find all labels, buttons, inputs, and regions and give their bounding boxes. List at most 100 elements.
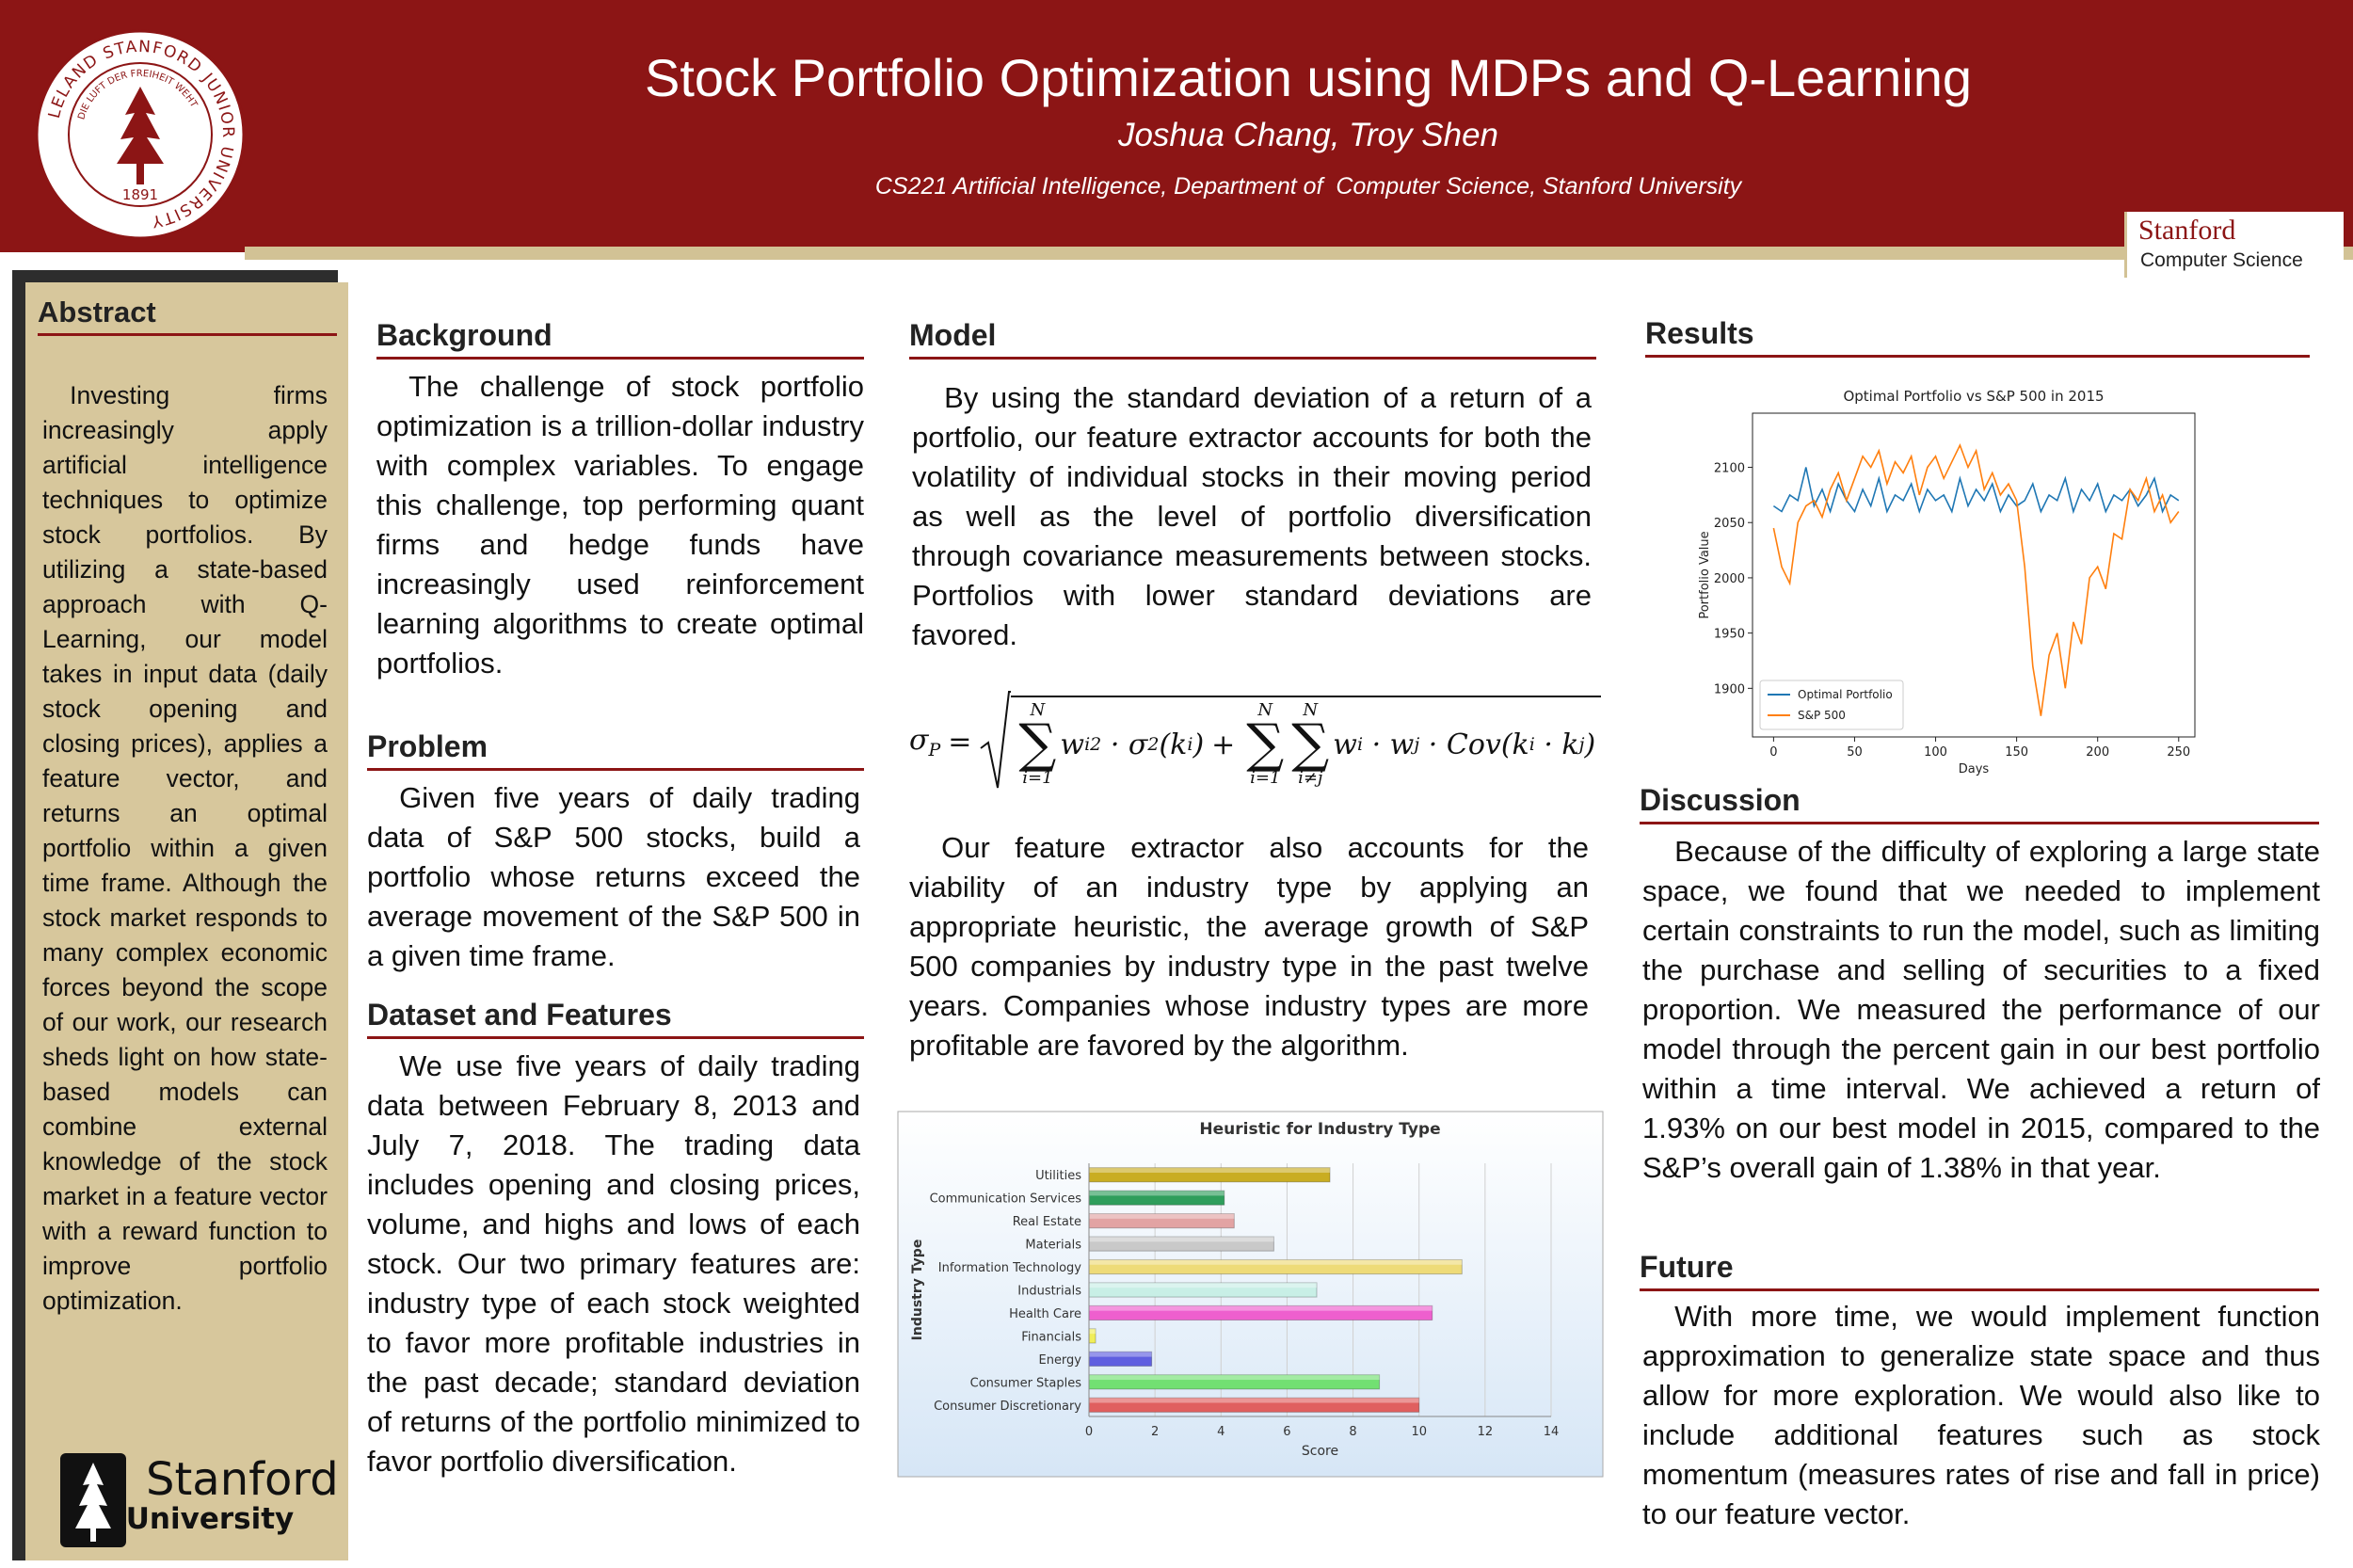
sum-top: N xyxy=(1030,700,1046,720)
x-tick-label: 50 xyxy=(1847,745,1863,760)
y-tick-label: Real Estate xyxy=(1013,1215,1081,1229)
x-tick-label: 10 xyxy=(1411,1425,1427,1439)
sum-bottom: i=1 xyxy=(1022,768,1053,788)
sum: N ∑ i=1 xyxy=(1018,701,1056,788)
plot-frame xyxy=(1752,412,2196,738)
university-seal: LELAND STANFORD JUNIOR UNIVERSITY DIE LU… xyxy=(35,29,246,240)
bar-highlight xyxy=(1089,1328,1096,1335)
section-heading: Future xyxy=(1640,1250,2319,1291)
y-axis-label: Industry Type xyxy=(910,1240,925,1341)
term: · Cov(k xyxy=(1428,728,1529,761)
y-tick-label: 2100 xyxy=(1714,462,1745,476)
sum-symbol: ∑ xyxy=(1291,713,1330,775)
series-line xyxy=(1772,467,2180,515)
section-text: The challenge of stock portfolio optimiz… xyxy=(376,370,864,680)
y-axis-label: Portfolio Value xyxy=(1698,531,1712,618)
y-tick-label: 2000 xyxy=(1714,572,1745,586)
section-heading: Discussion xyxy=(1640,783,2319,824)
bar-highlight xyxy=(1089,1237,1274,1242)
heading: Future xyxy=(1640,1250,2319,1291)
badge-name: Stanford xyxy=(2138,215,2236,246)
sum-symbol: ∑ xyxy=(1246,713,1285,775)
subscript: j xyxy=(1578,734,1585,755)
y-tick-label: Materials xyxy=(1025,1239,1081,1253)
subscript: i xyxy=(1084,734,1091,755)
y-tick-label: 2050 xyxy=(1714,517,1745,531)
x-tick-label: 100 xyxy=(1924,745,1947,760)
subscript: i xyxy=(1356,734,1364,755)
section-heading: Model xyxy=(909,318,1596,360)
logo-name: Stanford xyxy=(146,1453,339,1506)
equals: = xyxy=(948,725,972,759)
x-tick-label: 0 xyxy=(1769,745,1777,760)
heading: Abstract xyxy=(38,296,337,336)
poster-title: Stock Portfolio Optimization using MDPs … xyxy=(645,48,1972,107)
chart-title: Heuristic for Industry Type xyxy=(1199,1120,1440,1139)
y-tick-label: Consumer Discretionary xyxy=(934,1400,1081,1414)
y-tick-label: Consumer Staples xyxy=(970,1376,1082,1390)
bar-highlight xyxy=(1089,1352,1152,1357)
y-tick-label: Energy xyxy=(1038,1353,1081,1368)
seal-year: 1891 xyxy=(122,186,158,203)
sum-symbol: ∑ xyxy=(1018,713,1057,775)
sum-top: N xyxy=(1303,700,1319,720)
bar-highlight xyxy=(1089,1191,1225,1196)
term: ) xyxy=(1584,728,1596,761)
heading: Problem xyxy=(367,729,864,771)
section-text: Our feature extractor also accounts for … xyxy=(909,831,1589,1062)
section-heading: Problem xyxy=(367,729,864,771)
x-tick-label: 6 xyxy=(1283,1425,1290,1439)
bar-highlight xyxy=(1089,1305,1433,1311)
heading: Dataset and Features xyxy=(367,998,864,1039)
section-text: We use five years of daily trading data … xyxy=(367,1049,860,1478)
legend-label: Optimal Portfolio xyxy=(1798,688,1893,701)
department-badge: Stanford Computer Science xyxy=(2124,212,2344,278)
section-text: Given five years of daily trading data o… xyxy=(367,781,860,972)
affiliation: CS221 Artificial Intelligence, Departmen… xyxy=(874,173,1742,200)
bar-highlight xyxy=(1089,1259,1463,1265)
y-tick-label: Information Technology xyxy=(938,1261,1082,1275)
sum-top: N xyxy=(1257,700,1273,720)
bar-highlight xyxy=(1089,1167,1331,1173)
y-tick-label: Industrials xyxy=(1017,1285,1081,1299)
sum-bottom: i=1 xyxy=(1250,768,1281,788)
formula-lhs: σP xyxy=(909,724,940,760)
stanford-university-logo: Stanford University xyxy=(60,1453,339,1547)
term: w xyxy=(1333,728,1357,761)
subscript: P xyxy=(928,739,941,760)
chart-title: Optimal Portfolio vs S&P 500 in 2015 xyxy=(1843,388,2104,405)
x-tick-label: 0 xyxy=(1085,1425,1093,1439)
symbol: σ xyxy=(909,723,929,757)
x-tick-label: 12 xyxy=(1478,1425,1494,1439)
term: · k xyxy=(1544,728,1579,761)
logo-sub: University xyxy=(126,1502,295,1536)
term: · w xyxy=(1371,728,1415,761)
section-heading: Background xyxy=(376,318,864,360)
section-heading: Dataset and Features xyxy=(367,998,864,1039)
radical-sign xyxy=(980,691,1012,789)
y-tick-label: 1950 xyxy=(1714,628,1745,642)
plus: + xyxy=(1211,728,1236,761)
section-text: By using the standard deviation of a ret… xyxy=(912,381,1592,651)
heading: Results xyxy=(1645,316,2310,358)
bar-highlight xyxy=(1089,1398,1419,1403)
section-heading: Results xyxy=(1645,316,2310,358)
bar-highlight xyxy=(1089,1374,1380,1381)
legend-box xyxy=(1759,680,1904,730)
bar-chart: Heuristic for Industry Type Score Industry… xyxy=(897,1111,1604,1478)
x-tick-label: 4 xyxy=(1217,1425,1225,1439)
sum: N ∑ i≠j xyxy=(1291,701,1329,788)
section-text: With more time, we would implement funct… xyxy=(1642,1300,2320,1530)
term: (k xyxy=(1159,728,1188,761)
series-line xyxy=(1772,442,2180,716)
x-tick-label: 14 xyxy=(1544,1425,1560,1439)
authors: Joshua Chang, Troy Shen xyxy=(1117,117,1499,153)
section-text: Because of the difficulty of exploring a… xyxy=(1642,835,2320,1184)
x-tick-label: 150 xyxy=(2005,745,2028,760)
term: · σ xyxy=(1110,728,1148,761)
seal-tree xyxy=(117,87,164,184)
